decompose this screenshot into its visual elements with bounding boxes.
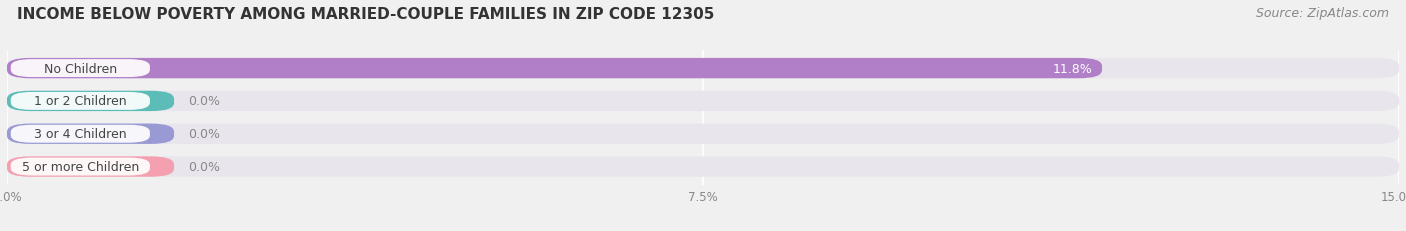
FancyBboxPatch shape: [7, 157, 1399, 177]
Text: 1 or 2 Children: 1 or 2 Children: [34, 95, 127, 108]
Text: INCOME BELOW POVERTY AMONG MARRIED-COUPLE FAMILIES IN ZIP CODE 12305: INCOME BELOW POVERTY AMONG MARRIED-COUPL…: [17, 7, 714, 22]
FancyBboxPatch shape: [11, 125, 150, 143]
FancyBboxPatch shape: [11, 93, 150, 110]
Text: 0.0%: 0.0%: [188, 95, 219, 108]
FancyBboxPatch shape: [7, 124, 1399, 144]
FancyBboxPatch shape: [7, 124, 174, 144]
FancyBboxPatch shape: [7, 91, 174, 112]
Text: 3 or 4 Children: 3 or 4 Children: [34, 128, 127, 141]
Text: 11.8%: 11.8%: [1053, 62, 1092, 75]
FancyBboxPatch shape: [7, 157, 174, 177]
FancyBboxPatch shape: [7, 59, 1399, 79]
Text: 0.0%: 0.0%: [188, 128, 219, 141]
FancyBboxPatch shape: [11, 158, 150, 176]
FancyBboxPatch shape: [7, 91, 1399, 112]
Text: No Children: No Children: [44, 62, 117, 75]
FancyBboxPatch shape: [11, 60, 150, 78]
Text: 5 or more Children: 5 or more Children: [21, 160, 139, 173]
FancyBboxPatch shape: [7, 59, 1102, 79]
Text: Source: ZipAtlas.com: Source: ZipAtlas.com: [1256, 7, 1389, 20]
Text: 0.0%: 0.0%: [188, 160, 219, 173]
